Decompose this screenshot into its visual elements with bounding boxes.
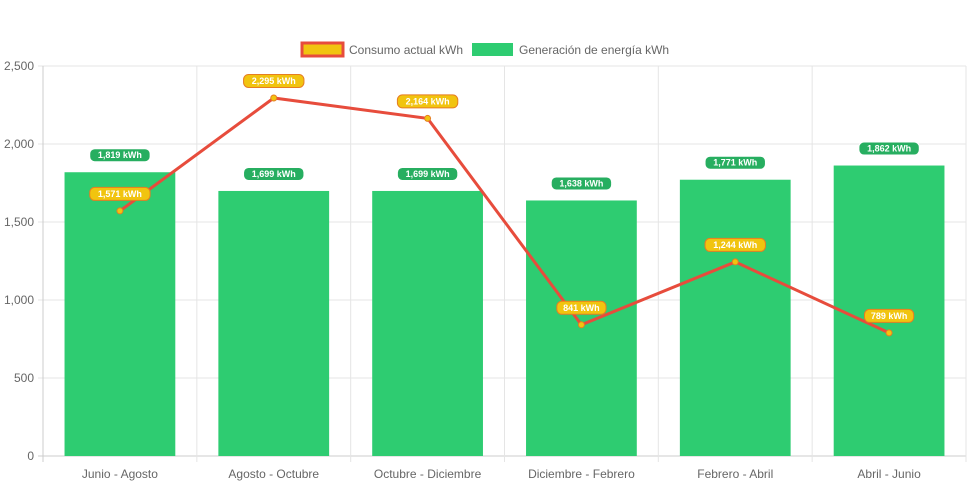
line-path — [119, 96, 890, 335]
line-data-label-bg — [89, 186, 151, 201]
bar-data-label-bg — [396, 166, 459, 181]
line-data-label: 1,571 kWh — [98, 189, 142, 199]
line-data-label: 1,244 kWh — [713, 240, 757, 250]
legend-item-consumo[interactable]: Consumo actual kWh — [300, 41, 463, 58]
y-tick-label: 0 — [27, 449, 34, 463]
line-point[interactable] — [577, 321, 585, 329]
bar-data-label: 1,699 kWh — [406, 169, 450, 179]
line-data-label: 2,295 kWh — [252, 76, 296, 86]
bar-data-label: 1,699 kWh — [252, 169, 296, 179]
line-data-label: 2,164 kWh — [406, 96, 450, 106]
legend-swatch-generacion — [472, 43, 513, 56]
bar[interactable] — [64, 172, 176, 456]
bar-data-label: 1,638 kWh — [559, 178, 603, 188]
bar-data-label-bg — [858, 141, 920, 156]
y-tick-label: 2,500 — [4, 59, 34, 73]
legend-swatch-consumo — [300, 41, 345, 58]
y-tick-label: 1,000 — [4, 293, 34, 307]
bar-data-label-bg — [89, 148, 151, 163]
bar-data-label: 1,819 kWh — [98, 150, 142, 160]
x-tick-label: Agosto - Octubre — [228, 467, 319, 481]
bar[interactable] — [372, 190, 483, 456]
line-data-label-bg — [863, 308, 915, 323]
x-tick-label: Junio - Agosto — [82, 467, 158, 481]
line-point[interactable] — [731, 258, 739, 266]
line-data-label-bg — [556, 300, 607, 315]
bars — [64, 165, 945, 456]
bar[interactable] — [679, 179, 791, 456]
grid — [38, 65, 967, 462]
y-tick-label: 500 — [14, 371, 34, 385]
line-series — [116, 94, 893, 337]
bar-data-label: 1,862 kWh — [867, 144, 911, 154]
x-tick-label: Octubre - Diciembre — [374, 467, 482, 481]
line-point[interactable] — [270, 94, 278, 102]
y-tick-label: 2,000 — [4, 137, 34, 151]
bar-data-label-bg — [550, 176, 613, 191]
line-data-label: 841 kWh — [563, 303, 600, 313]
bar-data-label: 1,771 kWh — [713, 158, 757, 168]
legend-label-consumo: Consumo actual kWh — [349, 43, 463, 57]
line-point[interactable] — [116, 207, 124, 215]
line-data-label-bg — [396, 94, 459, 109]
y-tick-label: 1,500 — [4, 215, 34, 229]
bar[interactable] — [218, 190, 330, 456]
x-tick-label: Febrero - Abril — [697, 467, 773, 481]
axes: 0 500 1,000 1,500 2,000 2,500 Junio - Agosto Ag… — [4, 59, 921, 481]
line-data-label-bg — [243, 73, 305, 88]
legend-label-generacion: Generación de energía kWh — [519, 43, 669, 57]
line-point[interactable] — [424, 114, 432, 122]
x-tick-label: Diciembre - Febrero — [528, 467, 635, 481]
bar-data-label-bg — [704, 155, 766, 170]
line-data-label: 789 kWh — [871, 311, 908, 321]
line-point[interactable] — [885, 329, 893, 337]
bar-data-label-bg — [243, 166, 305, 181]
line-data-label-bg — [704, 237, 766, 252]
legend: Consumo actual kWh Generación de energía… — [300, 41, 669, 58]
data-labels: 1,819 kWh 1,699 kWh 1,699 kWh 1,638 kWh 1,77… — [89, 73, 920, 323]
legend-item-generacion[interactable]: Generación de energía kWh — [472, 43, 669, 57]
x-tick-label: Abril - Junio — [857, 467, 921, 481]
